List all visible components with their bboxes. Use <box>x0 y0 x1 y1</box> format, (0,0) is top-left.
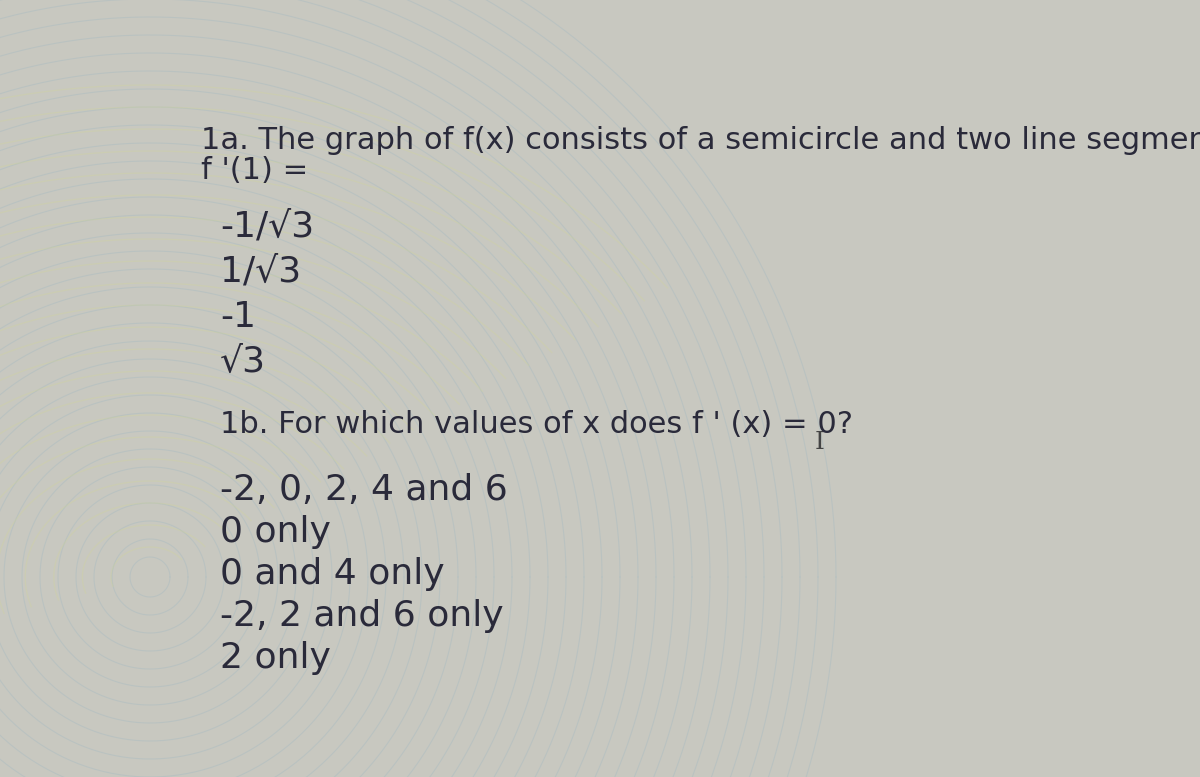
Text: √3: √3 <box>220 344 265 378</box>
Text: I: I <box>815 431 824 455</box>
Text: -1: -1 <box>220 300 256 333</box>
Text: 1b. For which values of x does f ' (x) = 0?: 1b. For which values of x does f ' (x) =… <box>220 410 853 439</box>
Text: 1/√3: 1/√3 <box>220 255 301 289</box>
Text: 0 only: 0 only <box>220 515 331 549</box>
Text: 0 and 4 only: 0 and 4 only <box>220 557 444 591</box>
Text: f '(1) =: f '(1) = <box>202 156 308 185</box>
Text: -1/√3: -1/√3 <box>220 210 314 244</box>
Text: -2, 0, 2, 4 and 6: -2, 0, 2, 4 and 6 <box>220 473 508 507</box>
Text: 1a. The graph of f(x) consists of a semicircle and two line segments.: 1a. The graph of f(x) consists of a semi… <box>202 126 1200 155</box>
Text: -2, 2 and 6 only: -2, 2 and 6 only <box>220 599 503 632</box>
Text: 2 only: 2 only <box>220 641 331 674</box>
